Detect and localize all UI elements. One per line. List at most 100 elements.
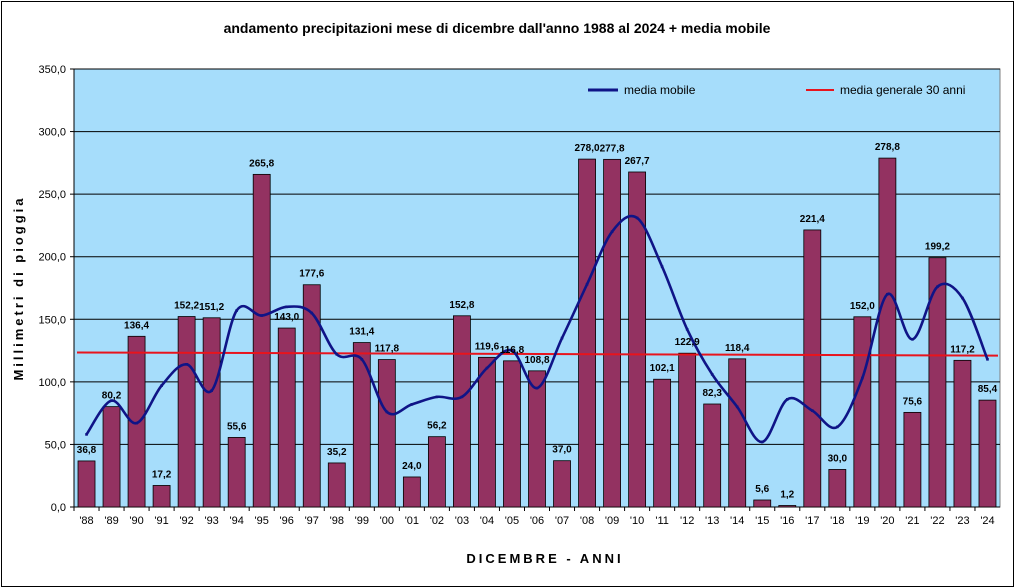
bar <box>427 436 446 508</box>
data-label: 37,0 <box>552 445 572 456</box>
moving-average-point <box>785 398 789 401</box>
data-label: 117,8 <box>375 344 400 355</box>
x-tick-label: '23 <box>955 515 969 527</box>
bar <box>327 462 346 508</box>
data-labels: 36,8 80,2 136,4 17,2 152,2 151,2 55,6 265,8 143,… <box>77 142 998 500</box>
data-label: 152,2 <box>174 301 199 312</box>
bar <box>503 360 521 508</box>
x-tick-label: '98 <box>330 515 344 527</box>
x-tick-label: '92 <box>179 515 193 527</box>
x-tick-label: '15 <box>755 515 769 527</box>
moving-average-point <box>185 363 188 366</box>
moving-average-point <box>510 349 514 352</box>
bar <box>77 460 96 508</box>
y-tick-label: 50,0 <box>45 439 66 451</box>
bar <box>928 257 947 508</box>
moving-average-point <box>310 311 314 315</box>
x-tick-label: '06 <box>530 515 544 527</box>
x-tick-label: '03 <box>455 515 469 527</box>
data-label: 80,2 <box>102 391 122 402</box>
moving-average-point <box>810 409 814 412</box>
legend-moving-average-label: media mobile <box>624 83 696 97</box>
y-tick-label: 100,0 <box>38 377 66 389</box>
x-tick-label: '24 <box>980 515 994 527</box>
data-label: 277,8 <box>600 143 625 154</box>
y-tick-label: 150,0 <box>38 314 66 326</box>
bar <box>728 358 747 508</box>
legend: media mobile media generale 30 anni <box>588 83 965 97</box>
x-tick-label: '16 <box>780 515 794 527</box>
y-tick-label: 300,0 <box>38 127 66 139</box>
moving-average-point <box>936 285 939 289</box>
data-label: 278,8 <box>875 142 900 153</box>
x-axis-label: DICEMBRE - ANNI <box>466 551 623 566</box>
x-tick-label: '04 <box>480 515 494 527</box>
bar <box>177 316 196 508</box>
bar <box>227 437 246 508</box>
data-label: 108,8 <box>524 355 549 366</box>
x-tick-label: '96 <box>280 515 294 527</box>
x-tick-label: '19 <box>855 515 869 527</box>
y-axis-label: Millimetri di pioggia <box>11 195 26 380</box>
bar <box>703 403 722 508</box>
y-tick-label: 0,0 <box>51 502 66 514</box>
data-label: 30,0 <box>828 453 848 464</box>
bar <box>653 378 672 508</box>
data-label: 265,8 <box>249 158 274 169</box>
moving-average-point <box>360 358 364 361</box>
moving-average-point <box>135 421 138 425</box>
data-label: 24,0 <box>402 461 422 472</box>
data-label: 177,6 <box>299 269 324 280</box>
x-tick-label: '20 <box>880 515 894 527</box>
data-label: 116,8 <box>500 345 525 356</box>
x-tick-label: '17 <box>805 515 819 527</box>
bar <box>277 327 296 508</box>
moving-average-point <box>986 358 989 361</box>
x-tick-label: '89 <box>104 515 118 527</box>
x-tick-label: '00 <box>380 515 394 527</box>
moving-average-point <box>861 376 864 380</box>
data-label: 17,2 <box>152 469 172 480</box>
bar <box>778 505 797 508</box>
bar <box>202 317 221 508</box>
bar <box>753 499 772 508</box>
data-label: 143,0 <box>274 312 299 323</box>
bar <box>127 335 146 508</box>
moving-average-point <box>760 440 764 444</box>
data-label: 82,3 <box>702 388 722 399</box>
x-tick-label: '01 <box>405 515 419 527</box>
mean-line-group <box>76 351 999 357</box>
x-tick-label: '05 <box>505 515 519 527</box>
data-label: 118,4 <box>725 343 750 354</box>
bar <box>377 359 396 508</box>
x-tick-label: '10 <box>630 515 644 527</box>
bar <box>978 399 997 508</box>
bar <box>528 370 546 508</box>
moving-average-point <box>335 353 339 356</box>
bar <box>478 356 496 508</box>
data-label: 152,8 <box>449 300 474 311</box>
x-tick-label: '14 <box>730 515 744 527</box>
x-tick-label: '93 <box>204 515 218 527</box>
x-tick-label: '97 <box>305 515 319 527</box>
x-tick-label: '95 <box>255 515 269 527</box>
moving-average-point <box>585 282 589 286</box>
moving-average-point <box>961 296 964 300</box>
bar <box>953 359 972 508</box>
data-label: 151,2 <box>199 302 224 313</box>
moving-average-point <box>710 373 714 376</box>
y-tick-label: 200,0 <box>38 252 66 264</box>
x-tick-label: '99 <box>355 515 369 527</box>
x-tick-label: '11 <box>655 515 669 527</box>
y-tick-label: 350,0 <box>38 64 66 76</box>
moving-average-point <box>260 314 264 317</box>
moving-average-point <box>660 265 664 269</box>
data-label: 35,2 <box>327 447 347 458</box>
bar <box>903 411 922 508</box>
bar <box>878 157 897 508</box>
bar <box>678 352 697 508</box>
bar <box>628 171 647 508</box>
data-label: 36,8 <box>77 445 97 456</box>
x-tick-label: '13 <box>705 515 719 527</box>
